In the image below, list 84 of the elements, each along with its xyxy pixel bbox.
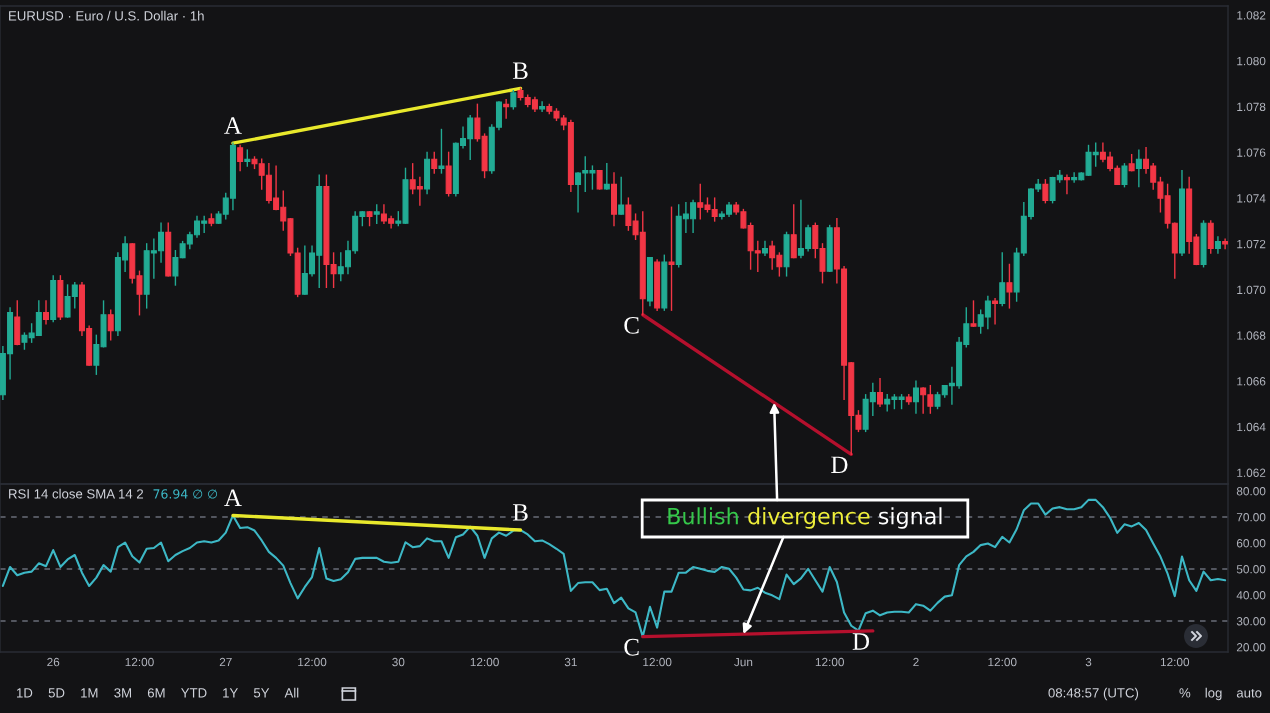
candlestick <box>1042 179 1049 204</box>
candlestick <box>603 163 610 190</box>
x-tick-label: 12:00 <box>298 657 327 667</box>
y-tick-label: 1.076 <box>1237 148 1266 157</box>
y-tick-label: 1.070 <box>1237 285 1266 294</box>
candlestick <box>373 204 380 224</box>
x-tick-label: 30 <box>392 657 405 667</box>
x-tick-label: 12:00 <box>1160 657 1190 667</box>
y-tick-label: 1.064 <box>1237 422 1266 432</box>
text: 5Y <box>253 688 270 698</box>
text: All <box>284 687 299 698</box>
y-tick-label: 1.078 <box>1237 102 1266 112</box>
candlestick <box>992 298 999 325</box>
x-tick-label: 12:00 <box>125 657 154 667</box>
x-tick-label: 3 <box>1085 657 1092 667</box>
y-tick-label: 1.080 <box>1237 56 1266 66</box>
text: log <box>1205 687 1222 701</box>
y-tick-label: 60.00 <box>1236 539 1266 548</box>
y-tick-label: 1.062 <box>1237 468 1266 477</box>
x-tick-label: 12:00 <box>988 657 1017 667</box>
chart-title: EURUSD · Euro / U.S. Dollar · 1h <box>9 10 204 21</box>
text: auto <box>1236 688 1262 698</box>
text: % <box>1179 688 1191 698</box>
y-tick-label: 80.00 <box>1236 487 1266 496</box>
y-tick-label: 1.072 <box>1237 239 1266 249</box>
annotation: A <box>224 117 242 134</box>
candlestick <box>510 89 517 110</box>
annotation: Bullish divergence signal <box>668 507 942 529</box>
x-tick-label: 12:00 <box>470 657 499 667</box>
candlestick <box>503 99 510 119</box>
candlestick <box>1214 236 1221 254</box>
text: 08:48:57 (UTC) <box>1048 687 1139 701</box>
x-tick-label: 2 <box>913 657 919 667</box>
candlestick <box>912 380 919 414</box>
y-tick-label: 30.00 <box>1236 617 1266 626</box>
candlestick <box>1222 238 1228 250</box>
candlestick <box>431 151 438 174</box>
candlestick <box>618 176 625 215</box>
text: 5D <box>48 688 65 698</box>
x-tick-label: Jun <box>734 657 753 667</box>
x-tick-label: 12:00 <box>643 657 672 667</box>
text: 1M <box>81 688 98 698</box>
candlestick <box>999 252 1006 307</box>
y-tick-label: 1.074 <box>1237 194 1266 203</box>
x-tick-label: 31 <box>564 657 577 667</box>
x-tick-label: 27 <box>219 657 232 667</box>
candlestick <box>1063 174 1070 195</box>
candlestick <box>1135 149 1142 188</box>
annotation: B <box>512 504 528 521</box>
candlestick <box>438 128 445 174</box>
text: 6M <box>147 688 165 698</box>
candlestick <box>970 300 977 327</box>
annotation: D <box>831 456 848 474</box>
annotation: D <box>852 633 870 650</box>
candlestick <box>539 101 546 112</box>
chart-title: RSI 14 close SMA 14 2 <box>9 488 144 499</box>
candlestick <box>1006 263 1013 309</box>
candlestick <box>237 144 244 172</box>
candlestick <box>107 309 114 341</box>
candlestick <box>790 204 797 259</box>
candlestick <box>877 378 884 407</box>
x-tick-label: 26 <box>47 657 60 667</box>
y-tick-label: 70.00 <box>1236 513 1266 522</box>
candlestick <box>596 169 603 190</box>
text: 1D <box>17 688 33 698</box>
annotation: C <box>624 638 639 656</box>
candlestick <box>43 300 50 325</box>
candlestick <box>761 240 768 256</box>
text: 1Y <box>223 688 238 698</box>
y-tick-label: 40.00 <box>1236 591 1266 600</box>
y-tick-label: 20.00 <box>1236 643 1266 652</box>
chart-subtitle: 76.94 ∅ ∅ <box>153 489 218 499</box>
y-tick-label: 1.082 <box>1237 11 1266 20</box>
candlestick <box>668 206 675 311</box>
annotation: C <box>624 316 639 334</box>
y-tick-label: 1.066 <box>1237 377 1266 386</box>
annotation: A <box>224 489 242 506</box>
text: 3M <box>114 688 131 698</box>
annotation: B <box>512 62 528 79</box>
text: YTD <box>181 688 207 698</box>
y-tick-label: 50.00 <box>1236 565 1266 574</box>
candlestick <box>1121 163 1128 188</box>
y-tick-label: 1.068 <box>1237 331 1266 340</box>
x-tick-label: 12:00 <box>815 657 844 667</box>
